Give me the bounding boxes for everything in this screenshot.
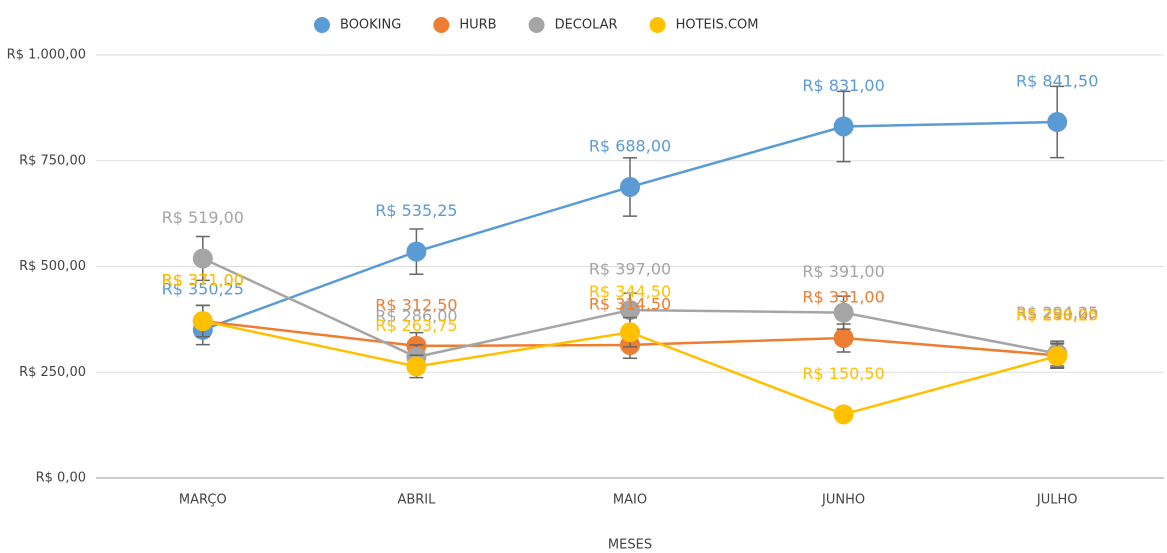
x-tick-label: JUNHO xyxy=(821,493,865,508)
point xyxy=(620,176,640,197)
y-tick-label: R$ 1.000,00 xyxy=(7,48,86,63)
data-label: R$ 841,50 xyxy=(1016,72,1098,91)
point xyxy=(192,248,213,269)
data-label: R$ 371,00 xyxy=(162,271,244,290)
data-label: R$ 150,50 xyxy=(802,364,884,383)
point xyxy=(620,300,640,321)
data-label: R$ 294,25 xyxy=(1016,303,1098,322)
data-label: R$ 263,75 xyxy=(375,316,457,335)
point xyxy=(620,322,640,343)
data-label: R$ 312,50 xyxy=(375,295,457,314)
data-label: R$ 344,50 xyxy=(589,282,671,301)
data-label: R$ 290,00 xyxy=(1016,305,1098,324)
legend-marker xyxy=(649,17,666,33)
data-label: R$ 688,00 xyxy=(589,136,671,155)
y-tick-label: R$ 250,00 xyxy=(19,365,86,380)
x-tick-label: ABRIL xyxy=(397,493,436,508)
point xyxy=(1047,112,1068,133)
x-tick-label: JULHO xyxy=(1036,493,1078,508)
data-label: R$ 397,00 xyxy=(589,260,671,279)
legend-marker xyxy=(528,17,545,33)
data-label: R$ 535,25 xyxy=(375,201,457,220)
point xyxy=(833,327,854,348)
legend-label: HURB xyxy=(459,18,496,33)
data-label: R$ 350,25 xyxy=(162,279,244,298)
data-label: R$ 286,00 xyxy=(375,307,457,326)
y-tick-label: R$ 500,00 xyxy=(19,259,86,274)
point xyxy=(833,116,854,137)
data-label: R$ 831,00 xyxy=(802,76,884,95)
point xyxy=(406,241,427,262)
x-axis-label: MESES xyxy=(608,538,652,553)
point xyxy=(833,302,854,323)
legend-marker xyxy=(314,17,330,33)
point xyxy=(833,404,854,425)
point xyxy=(406,356,427,377)
data-label: R$ 331,00 xyxy=(802,287,884,306)
point xyxy=(192,311,213,332)
data-label: R$ 519,00 xyxy=(162,208,244,227)
point xyxy=(1047,346,1068,367)
legend-label: DECOLAR xyxy=(555,18,618,33)
data-label: R$ 371,00 xyxy=(162,271,244,290)
x-tick-label: MARÇO xyxy=(179,493,227,508)
legend-marker xyxy=(433,17,450,33)
legend-label: BOOKING xyxy=(340,18,401,33)
data-label: R$ 288,25 xyxy=(1016,306,1098,325)
y-tick-label: R$ 750,00 xyxy=(19,153,86,168)
data-label: R$ 314,50 xyxy=(589,294,671,313)
legend-label: HOTEIS.COM xyxy=(676,18,759,33)
data-label: R$ 391,00 xyxy=(802,262,884,281)
y-tick-label: R$ 0,00 xyxy=(36,471,86,486)
x-tick-label: MAIO xyxy=(613,493,647,508)
